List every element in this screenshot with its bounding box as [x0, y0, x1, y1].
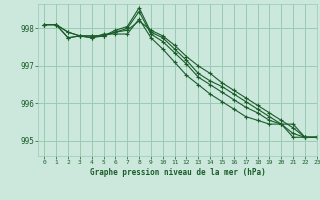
X-axis label: Graphe pression niveau de la mer (hPa): Graphe pression niveau de la mer (hPa)	[90, 168, 266, 177]
